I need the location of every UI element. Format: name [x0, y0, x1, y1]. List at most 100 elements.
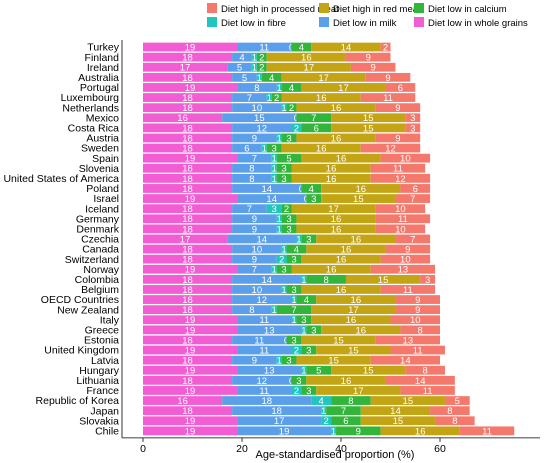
bar-row-united-states-of-america: 18 8 1 3 16 12	[143, 173, 431, 185]
bar-segment-diet-low-in-whole-grains	[143, 285, 233, 294]
bar-segment-diet-low-in-calcium	[301, 123, 332, 133]
data-label: 16	[346, 315, 357, 326]
bar-segment-diet-low-in-milk	[237, 315, 292, 325]
data-label: 1	[272, 265, 277, 276]
bar-segment-diet-low-in-milk	[237, 416, 322, 426]
bar-segment-diet-low-in-milk	[222, 396, 312, 405]
bar-row-latvia: 18 9 1 3 15 14	[143, 356, 440, 367]
bar-segment-diet-low-in-whole-grains	[143, 345, 238, 355]
data-label: 11	[383, 93, 393, 104]
data-label: 5	[286, 154, 291, 165]
legend-item-diet-low-in-milk: Diet low in milk	[319, 17, 397, 29]
data-label: 1	[321, 406, 326, 417]
data-label: 10	[252, 285, 263, 296]
bar-row-japan: 18 18 1 7 14 8	[143, 406, 470, 417]
data-label: 15	[363, 366, 374, 377]
data-label: 10	[252, 244, 263, 255]
bar-row-hungary: 19 13 1 5 15 8	[143, 366, 445, 377]
bar-segment-diet-high-in-processed-meat	[375, 133, 421, 143]
bar-segment-diet-high-in-red-meat	[266, 62, 351, 72]
data-label: 9	[252, 214, 257, 225]
data-label: 14	[415, 376, 426, 387]
bar-segment-diet-low-in-fibre	[251, 52, 257, 62]
data-label: 16	[356, 325, 367, 336]
x-tick-label: 60	[434, 443, 446, 455]
bar-segment-diet-low-in-milk	[237, 42, 292, 52]
category-label: Belgium	[81, 284, 119, 296]
bar-row-slovenia: 18 8 1 3 16 11	[143, 163, 426, 175]
data-label: 19	[185, 426, 196, 437]
data-label: 12	[385, 143, 396, 154]
data-label: 1	[272, 305, 277, 316]
bar-segment-diet-high-in-red-meat	[291, 163, 371, 173]
data-label: 7	[311, 113, 316, 124]
bar-segment-diet-low-in-milk	[232, 173, 272, 183]
bar-row-finland: 18 4 1 2 16 9	[143, 53, 391, 64]
data-label: 15	[328, 356, 339, 367]
category-label: Austria	[86, 133, 119, 145]
bar-segment-diet-low-in-calcium	[281, 355, 297, 365]
data-label: 14	[261, 275, 272, 286]
bar-segment-diet-low-in-milk	[237, 83, 277, 92]
data-label: 2	[274, 93, 279, 104]
bar-segment-diet-high-in-red-meat	[306, 375, 386, 385]
category-label: Czechia	[81, 234, 119, 246]
bar-segment-diet-low-in-calcium	[301, 184, 322, 193]
data-label: 15	[348, 345, 359, 356]
bar-segment-diet-high-in-processed-meat	[405, 365, 445, 375]
bar-segment-diet-low-in-fibre	[276, 83, 282, 92]
category-label: Slovakia	[79, 415, 119, 427]
data-label: 16	[341, 244, 352, 255]
bar-segment-diet-high-in-processed-meat	[380, 153, 431, 163]
bar-segment-diet-low-in-fibre	[271, 264, 277, 274]
bar-segment-diet-low-in-whole-grains	[143, 274, 233, 284]
bar-segment-diet-high-in-processed-meat	[395, 305, 440, 315]
data-label: 18	[182, 275, 193, 286]
bar-row-estonia: 1811031513	[143, 335, 440, 346]
data-label: 8	[418, 325, 423, 336]
category-label: Finland	[85, 52, 120, 64]
bar-segment-diet-low-in-milk	[232, 274, 302, 284]
data-label: 17	[274, 416, 285, 427]
bar-segment-diet-high-in-red-meat	[296, 214, 376, 224]
legend-swatch	[319, 3, 329, 13]
data-label: 9	[252, 356, 257, 367]
bar-segment-diet-high-in-processed-meat	[390, 345, 445, 355]
data-label: 4	[294, 244, 299, 255]
data-label: 2	[259, 63, 264, 74]
data-label: 18	[182, 133, 193, 144]
bar-segment-diet-high-in-red-meat	[321, 325, 401, 335]
bar-segment-diet-high-in-processed-meat	[380, 285, 436, 294]
bar-segment-diet-low-in-milk	[237, 153, 272, 163]
data-label: 1	[262, 143, 267, 154]
data-label: 19	[185, 416, 196, 427]
bar-segment-diet-low-in-milk	[232, 93, 267, 102]
data-label: 1	[276, 224, 281, 235]
category-label: Italy	[100, 314, 120, 326]
data-label: 6	[398, 83, 403, 94]
bar-segment-diet-low-in-fibre	[321, 416, 332, 426]
data-label: 16	[331, 133, 342, 144]
bar-segment-diet-high-in-processed-meat	[365, 72, 411, 82]
bar-segment-diet-high-in-processed-meat	[435, 416, 475, 426]
bar-segment-diet-low-in-fibre	[291, 345, 302, 355]
bar-segment-diet-low-in-milk	[232, 133, 277, 143]
data-label: 3	[272, 143, 277, 154]
data-label: 3	[286, 214, 291, 225]
bar-segment-diet-low-in-fibre	[276, 254, 287, 264]
bar-segment-diet-high-in-red-meat	[281, 93, 361, 102]
data-label: 18	[182, 214, 193, 225]
bars: 1911041421841216917512179185141791981417…	[143, 42, 515, 437]
data-label: 11	[423, 386, 433, 397]
bar-segment-diet-low-in-milk	[227, 234, 297, 244]
data-label: 3	[306, 345, 311, 356]
bar-segment-diet-low-in-milk	[232, 254, 277, 264]
bar-segment-diet-high-in-red-meat	[296, 224, 376, 234]
data-label: 19	[279, 426, 290, 437]
data-label: 2	[289, 103, 294, 114]
data-label: 3	[281, 164, 286, 175]
data-label: 2	[294, 345, 299, 356]
data-label: 4	[304, 295, 309, 306]
bar-segment-diet-low-in-fibre	[281, 244, 287, 254]
